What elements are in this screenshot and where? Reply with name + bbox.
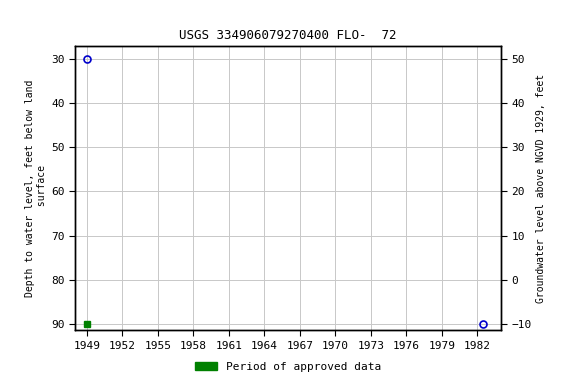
Y-axis label: Depth to water level, feet below land
 surface: Depth to water level, feet below land su…: [25, 79, 47, 297]
Y-axis label: Groundwater level above NGVD 1929, feet: Groundwater level above NGVD 1929, feet: [536, 74, 546, 303]
Legend: Period of approved data: Period of approved data: [191, 358, 385, 377]
Title: USGS 334906079270400 FLO-  72: USGS 334906079270400 FLO- 72: [179, 29, 397, 42]
